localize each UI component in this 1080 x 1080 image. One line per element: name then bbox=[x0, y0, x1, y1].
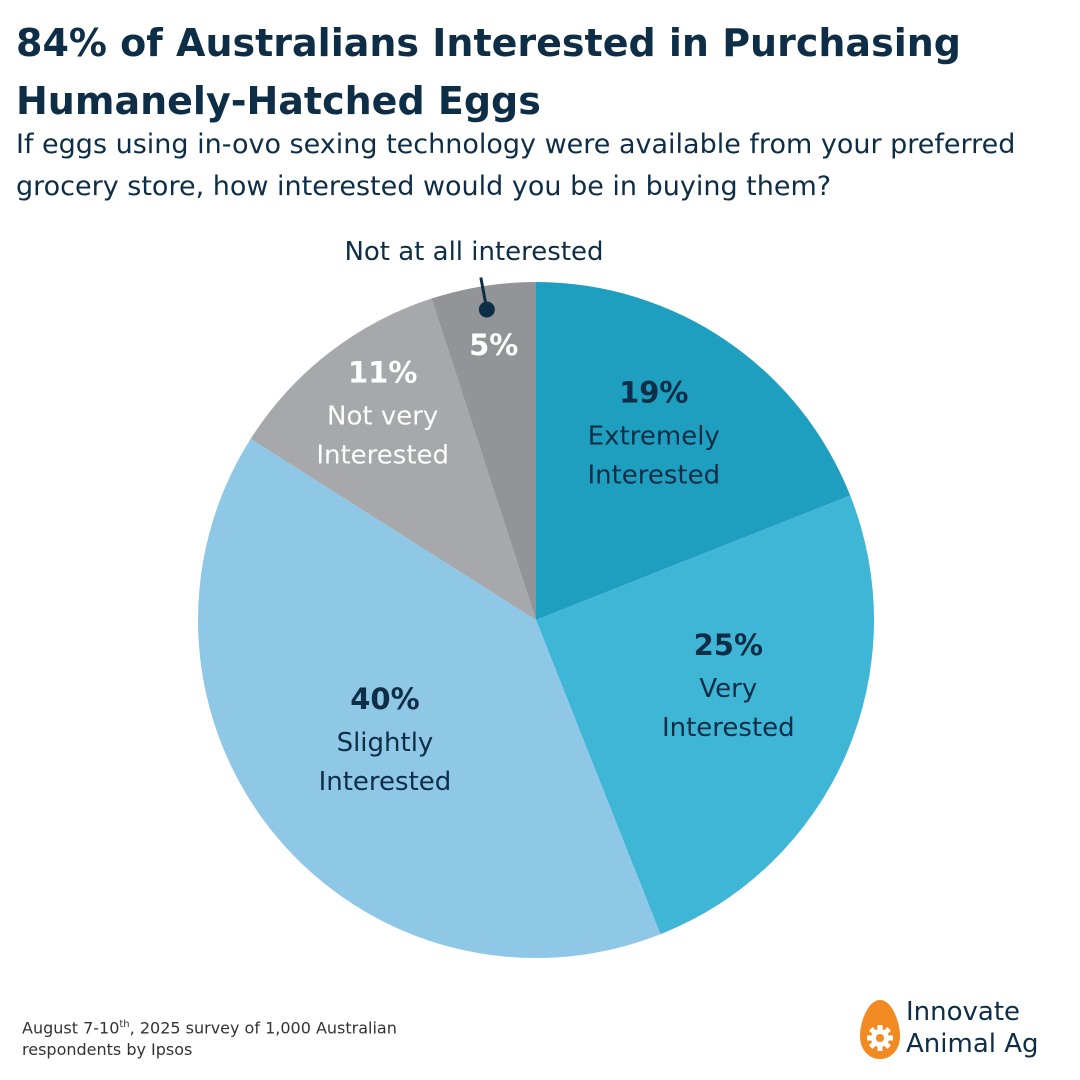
footnote-ordinal: th bbox=[119, 1019, 130, 1030]
slice-category-label: Slightly bbox=[337, 728, 434, 758]
callout-label: Not at all interested bbox=[344, 237, 603, 267]
slice-value-label: 25% bbox=[694, 628, 763, 662]
slice-category-label: Not very bbox=[327, 401, 438, 431]
egg-gear-icon bbox=[860, 1000, 900, 1059]
pie-slice bbox=[536, 282, 851, 620]
logo-text-line1: Innovate bbox=[906, 997, 1021, 1027]
pie-slice bbox=[431, 282, 536, 620]
innovate-animal-ag-logo: Innovate Animal Ag bbox=[858, 996, 1068, 1062]
slice-value-label: 19% bbox=[619, 376, 688, 410]
slice-category-label: Interested bbox=[587, 461, 720, 491]
slice-value-label: 40% bbox=[350, 682, 419, 716]
slice-value-label: 11% bbox=[348, 355, 417, 389]
slice-category-label: Extremely bbox=[588, 422, 720, 452]
footnote-date: August 7-10 bbox=[22, 1018, 120, 1038]
slice-category-label: Very bbox=[699, 674, 757, 704]
chart-subtitle: If eggs using in-ovo sexing technology w… bbox=[16, 129, 1016, 202]
callout-dot bbox=[478, 301, 495, 318]
slice-category-label: Interested bbox=[319, 767, 452, 797]
slice-value-label: 5% bbox=[469, 328, 518, 362]
source-footnote: August 7-10th, 2025 survey of 1,000 Aust… bbox=[22, 1014, 492, 1061]
pie-slice bbox=[198, 438, 661, 959]
chart-title: 84% of Australians Interested in Purchas… bbox=[16, 21, 961, 123]
footnote-rest: , 2025 survey of 1,000 Australian respon… bbox=[22, 1018, 397, 1060]
slice-category-label: Interested bbox=[662, 713, 795, 743]
pie-slice bbox=[250, 298, 536, 620]
slice-category-label: Interested bbox=[316, 440, 449, 470]
pie-slice bbox=[536, 495, 874, 935]
logo-text-line2: Animal Ag bbox=[906, 1029, 1039, 1059]
